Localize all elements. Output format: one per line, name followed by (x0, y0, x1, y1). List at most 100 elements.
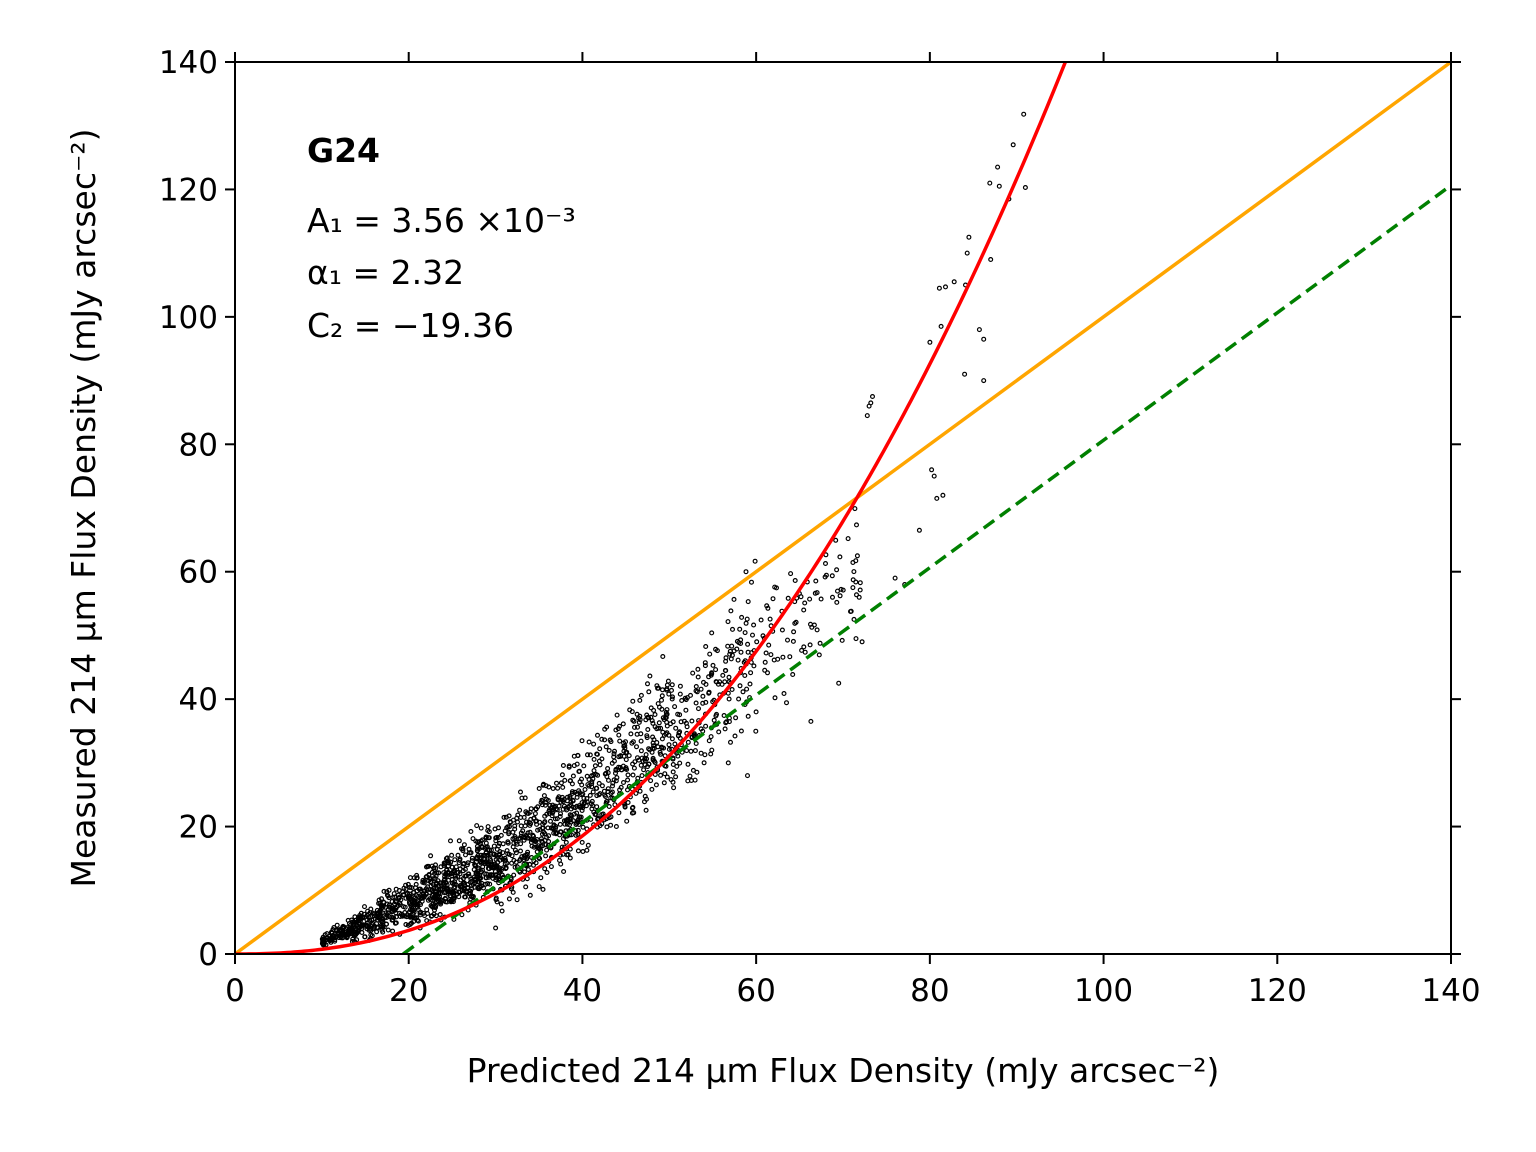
scatter-point (763, 650, 769, 656)
scatter-point (494, 864, 500, 870)
scatter-point (644, 681, 650, 687)
scatter-point (728, 608, 734, 614)
scatter-point (630, 698, 636, 704)
scatter-point-outlier (866, 403, 872, 409)
scatter-point-outlier (753, 709, 759, 715)
scatter-point (472, 876, 478, 882)
scatter-point (417, 912, 423, 918)
scatter-point (684, 748, 690, 754)
scatter-point-outlier (981, 378, 987, 384)
scatter-point (814, 627, 820, 633)
scatter-point (469, 878, 475, 884)
scatter-point (523, 819, 529, 825)
scatter-point (570, 798, 576, 804)
scatter-point (540, 886, 546, 892)
scatter-point (595, 816, 601, 822)
scatter-point (506, 896, 512, 902)
scatter-point (445, 859, 451, 865)
scatter-point (522, 795, 528, 801)
scatter-point-outlier (931, 473, 937, 479)
scatter-point (473, 859, 479, 865)
scatter-point (593, 771, 599, 777)
scatter-point (711, 717, 717, 723)
scatter-point (527, 822, 533, 828)
scatter-point (503, 866, 509, 872)
x-tick-label: 80 (910, 973, 949, 1009)
scatter-point (379, 927, 385, 933)
scatter-point (737, 626, 743, 632)
scatter-point (560, 784, 566, 790)
scatter-point (857, 587, 863, 593)
scatter-point (537, 826, 543, 832)
scatter-point (424, 864, 430, 870)
scatter-point (497, 840, 503, 846)
scatter-point (611, 751, 617, 757)
scatter-point (729, 643, 735, 649)
scatter-point (478, 825, 484, 831)
scatter-point (522, 823, 528, 829)
scatter-point (436, 899, 442, 905)
scatter-point (709, 670, 715, 676)
scatter-point (528, 839, 534, 845)
scatter-point (626, 753, 632, 759)
scatter-point (579, 839, 585, 845)
scatter-point (359, 929, 365, 935)
scatter-point (560, 836, 566, 842)
scatter-point (661, 745, 667, 751)
scatter-point (591, 756, 597, 762)
scatter-point (412, 915, 418, 921)
scatter-point (505, 839, 511, 845)
x-axis-label: Predicted 214 μm Flux Density (mJy arcse… (467, 1051, 1220, 1090)
scatter-point (690, 670, 696, 676)
scatter-point (437, 911, 443, 917)
scatter-point (664, 774, 670, 780)
scatter-point (606, 747, 612, 753)
scatter-point (359, 923, 365, 929)
scatter-point (648, 778, 654, 784)
scatter-point (555, 795, 561, 801)
scatter-point (701, 760, 707, 766)
scatter-point (418, 909, 424, 915)
scatter-point (631, 765, 637, 771)
scatter-point (650, 720, 656, 726)
scatter-point-outlier (859, 639, 865, 645)
scatter-point (654, 739, 660, 745)
scatter-point (693, 740, 699, 746)
scatter-point (569, 790, 575, 796)
scatter-point (549, 807, 555, 813)
scatter-point (415, 898, 421, 904)
scatter-point (376, 910, 382, 916)
scatter-point (415, 906, 421, 912)
scatter-point (638, 748, 644, 754)
scatter-point (674, 763, 680, 769)
scatter-point-outlier (966, 234, 972, 240)
scatter-point (745, 599, 751, 605)
scatter-point (351, 932, 357, 938)
scatter-point (593, 785, 599, 791)
scatter-point (523, 809, 529, 815)
scatter-point-outlier (836, 680, 842, 686)
power-law-fit-curve (235, 62, 1068, 954)
scatter-point (698, 686, 704, 692)
scatter-point (725, 619, 731, 625)
scatter-point (579, 807, 585, 813)
scatter-point (685, 778, 691, 784)
scatter-point (727, 648, 733, 654)
scatter-point (666, 742, 672, 748)
scatter-point (349, 926, 355, 932)
scatter-point (506, 851, 512, 857)
scatter-point (703, 699, 709, 705)
scatter-point (651, 707, 657, 713)
scatter-point (735, 657, 741, 663)
scatter-point (647, 673, 653, 679)
scatter-point (682, 695, 688, 701)
scatter-point (729, 686, 735, 692)
scatter-point (563, 839, 569, 845)
scatter-point (700, 693, 706, 699)
scatter-point (521, 869, 527, 875)
scatter-point (485, 852, 491, 858)
scatter-point (518, 833, 524, 839)
plot-frame (234, 61, 1452, 955)
y-tick-label: 60 (179, 555, 218, 591)
scatter-point (530, 832, 536, 838)
